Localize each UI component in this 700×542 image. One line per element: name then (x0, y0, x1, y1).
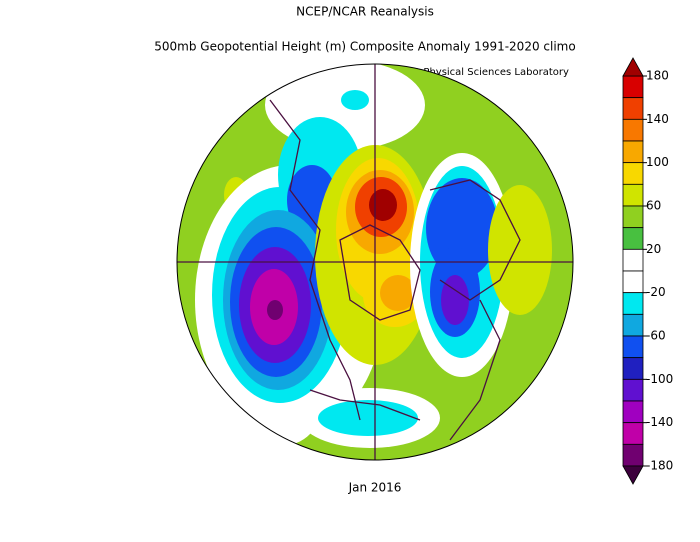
colorbar-band (622, 118, 644, 142)
colorbar-band (622, 292, 644, 315)
colorbar-under (622, 465, 644, 485)
colorbar-tick-label: -100 (646, 372, 673, 386)
colorbar-band (622, 183, 644, 207)
colorbar-band (622, 422, 644, 445)
colorbar-band (622, 227, 644, 250)
colorbar-band (622, 313, 644, 337)
colorbar-band (622, 335, 644, 359)
colorbar-band (622, 378, 644, 402)
subtitle: 500mb Geopotential Height (m) Composite … (154, 40, 575, 54)
colorbar-band (622, 357, 644, 380)
colorbar-band (622, 75, 644, 99)
colorbar-tick-label: 140 (646, 112, 669, 126)
date-label: Jan 2016 (348, 481, 402, 495)
colorbar-tick-label: -20 (646, 285, 666, 299)
anomaly-field (177, 64, 573, 460)
map-border (176, 63, 574, 461)
colorbar-tick-label: -60 (646, 329, 666, 343)
colorbar-over (622, 57, 644, 77)
source-label: NOAA Physical Sciences Laboratory (391, 67, 569, 78)
colorbar: 180 140 100 60 20 -20 -60 -100 -140 -180 (622, 57, 673, 485)
colorbar-band (622, 400, 644, 424)
colorbar-band (622, 248, 644, 272)
colorbar-band (622, 205, 644, 229)
colorbar-tick-label: 60 (646, 199, 661, 213)
colorbar-tick-label: 20 (646, 242, 661, 256)
colorbar-band (622, 443, 644, 467)
colorbar-band (622, 162, 644, 185)
colorbar-tick-label: 180 (646, 69, 669, 83)
colorbar-tick-label: 100 (646, 155, 669, 169)
colorbar-band (622, 140, 644, 164)
colorbar-band (622, 97, 644, 120)
title: NCEP/NCAR Reanalysis (296, 5, 434, 19)
colorbar-tick-label: -140 (646, 415, 673, 429)
colorbar-tick-label: -180 (646, 459, 673, 473)
colorbar-band (622, 270, 644, 294)
